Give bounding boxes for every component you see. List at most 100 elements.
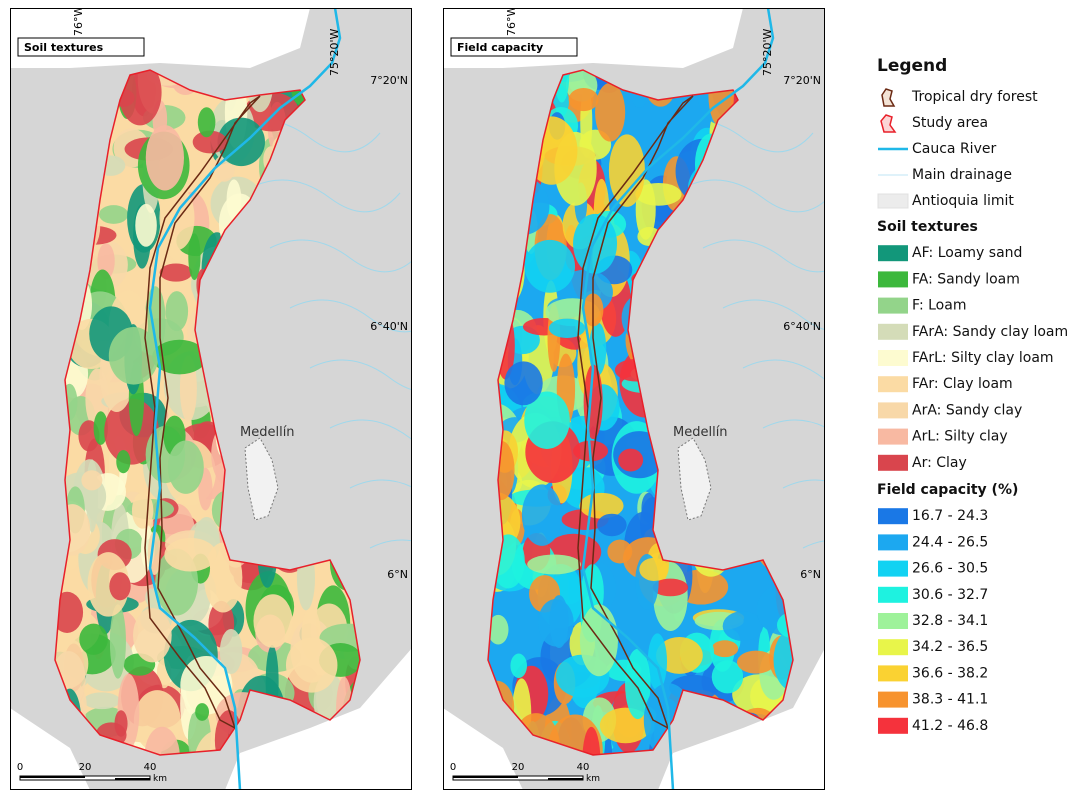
legend-item: FArA: Sandy clay loam — [912, 324, 1068, 340]
patch — [109, 572, 131, 601]
patch — [618, 448, 644, 472]
legend-swatch — [878, 691, 908, 708]
legend-item: Main drainage — [912, 167, 1012, 183]
patch — [93, 411, 108, 445]
scale-bar — [115, 778, 150, 780]
scale-label: 20 — [79, 762, 92, 773]
patch — [81, 470, 103, 491]
scale-bar — [548, 778, 583, 780]
patch — [524, 239, 576, 293]
legend-section-title: Soil textures — [877, 219, 978, 235]
legend-swatch — [878, 508, 908, 525]
legend-item: AF: Loamy sand — [912, 245, 1022, 261]
patch — [133, 608, 172, 663]
patch — [595, 82, 626, 142]
patch — [180, 655, 233, 715]
patch — [656, 636, 703, 674]
outside-region — [10, 708, 90, 790]
scale-unit: km — [153, 774, 167, 784]
patch — [79, 623, 108, 655]
patch — [737, 650, 776, 674]
icon-dry-forest — [881, 88, 896, 107]
panel-title: Field capacity — [457, 41, 543, 54]
panel-title: Soil textures — [24, 41, 104, 54]
patch — [159, 263, 193, 282]
lat-label: 6°N — [800, 568, 821, 581]
scale-unit: km — [586, 774, 600, 784]
scale-label: 40 — [144, 762, 157, 773]
scale-bar — [453, 776, 518, 778]
patch — [152, 339, 207, 375]
legend-swatch — [878, 586, 908, 603]
title-box — [17, 37, 145, 57]
city-label: Medellín — [240, 425, 295, 440]
patch — [197, 107, 216, 138]
lon-label: 76°W — [72, 8, 85, 36]
legend-item: 38.3 - 41.1 — [912, 692, 988, 708]
legend-item: 32.8 - 34.1 — [912, 613, 988, 629]
drainage — [782, 479, 825, 489]
drainage — [309, 359, 412, 391]
patch — [104, 398, 159, 465]
legend-item: Ar: Clay — [912, 455, 967, 471]
legend-item: 34.2 - 36.5 — [912, 639, 988, 655]
study-area — [487, 69, 794, 756]
outside-region — [443, 708, 523, 790]
legend-item: 30.6 - 32.7 — [912, 587, 988, 603]
drainage — [249, 179, 401, 213]
lat-label: 7°20'N — [783, 74, 821, 87]
legend-swatch — [878, 297, 908, 314]
legend: Legend Tropical dry forest Study area Cauca… — [877, 56, 1068, 734]
legend-section-title: Field capacity (%) — [877, 482, 1018, 498]
patch — [639, 557, 669, 581]
scale-label: 40 — [577, 762, 590, 773]
scale-label: 0 — [450, 762, 456, 773]
legend-swatch — [878, 639, 908, 656]
patch — [226, 179, 242, 221]
legend-swatch — [878, 271, 908, 288]
legend-swatch — [878, 376, 908, 393]
map-panel: Medellín Soil textures 76°W 75°20'W 7°20'N 6°… — [10, 8, 412, 790]
legend-swatch — [878, 350, 908, 366]
patch — [145, 125, 185, 191]
study-area — [54, 69, 361, 756]
legend-swatch — [878, 245, 908, 262]
title-box — [450, 37, 578, 57]
legend-swatch — [878, 428, 908, 445]
patch — [164, 537, 217, 572]
patch — [582, 726, 601, 755]
patch — [711, 640, 739, 658]
legend-swatch — [878, 454, 908, 471]
outside-region — [225, 648, 412, 790]
patch — [573, 213, 618, 274]
legend-item: FAr: Clay loam — [912, 376, 1013, 392]
lat-label: 6°40'N — [783, 320, 821, 333]
patch — [285, 637, 338, 693]
patch — [647, 633, 668, 691]
patch — [109, 604, 126, 679]
patch — [195, 703, 210, 721]
legend-item: FArL: Silty clay loam — [912, 350, 1054, 366]
patch — [114, 710, 128, 737]
drainage — [702, 239, 825, 273]
patch — [773, 628, 793, 691]
patch — [722, 611, 763, 642]
patch — [488, 614, 509, 645]
patch — [144, 726, 180, 755]
legend-item: 36.6 - 38.2 — [912, 665, 988, 681]
frame — [10, 8, 412, 790]
scale-bar — [20, 776, 85, 778]
icon-study-area — [880, 114, 897, 133]
patch — [711, 660, 744, 694]
drainage — [269, 239, 412, 273]
patch — [87, 552, 130, 617]
patch — [83, 692, 121, 710]
patch — [652, 578, 689, 597]
lat-label: 6°40'N — [370, 320, 408, 333]
patch — [116, 449, 131, 474]
drainage — [682, 179, 825, 213]
patch — [504, 361, 543, 406]
legend-swatch — [878, 560, 908, 577]
patch — [217, 117, 265, 167]
